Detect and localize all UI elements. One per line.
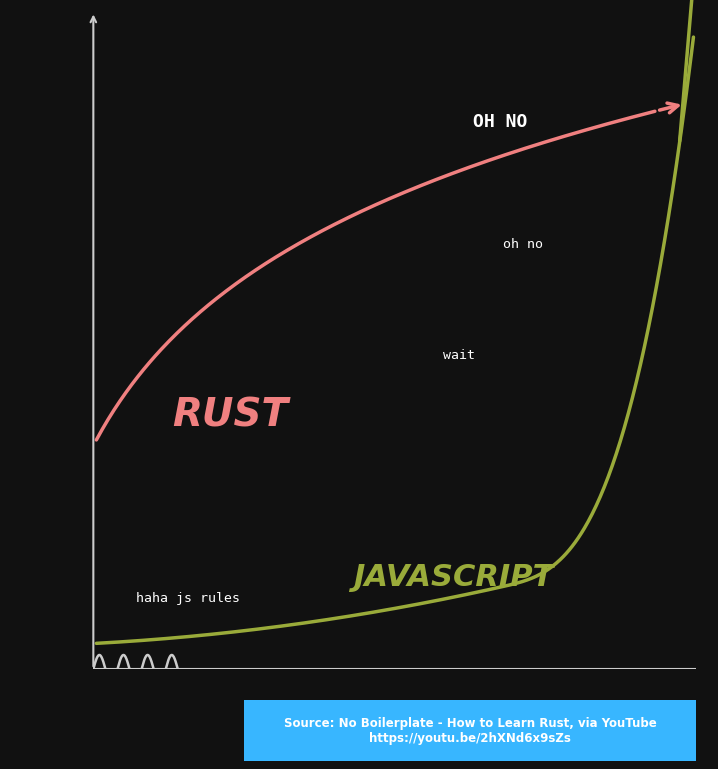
Text: oh no: oh no	[503, 238, 544, 251]
Text: RUST: RUST	[172, 397, 288, 434]
Text: wait: wait	[443, 349, 475, 362]
Text: haha js rules: haha js rules	[136, 592, 240, 605]
Text: OH NO: OH NO	[473, 112, 528, 131]
Text: JAVASCRIPT: JAVASCRIPT	[353, 563, 553, 592]
Text: Source: No Boilerplate - How to Learn Rust, via YouTube
https://youtu.be/2hXNd6x: Source: No Boilerplate - How to Learn Ru…	[284, 717, 657, 744]
Text: TIME: TIME	[361, 731, 429, 760]
